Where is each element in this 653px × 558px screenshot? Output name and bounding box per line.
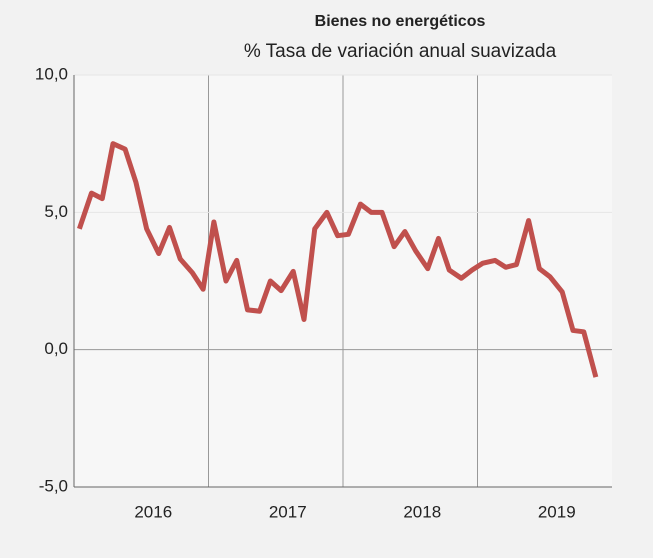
- chart-subtitle: % Tasa de variación anual suavizada: [244, 41, 557, 62]
- y-tick-label: 0,0: [44, 339, 68, 358]
- y-tick-label: -5,0: [39, 476, 68, 495]
- x-tick-label: 2017: [269, 502, 307, 521]
- x-tick-label: 2018: [403, 502, 441, 521]
- y-tick-label: 10,0: [35, 64, 68, 83]
- x-tick-label: 2019: [538, 502, 576, 521]
- x-tick-label: 2016: [134, 502, 172, 521]
- chart-title: Bienes no energéticos: [315, 13, 486, 30]
- y-tick-label: 5,0: [44, 202, 68, 221]
- line-series: [77, 141, 599, 378]
